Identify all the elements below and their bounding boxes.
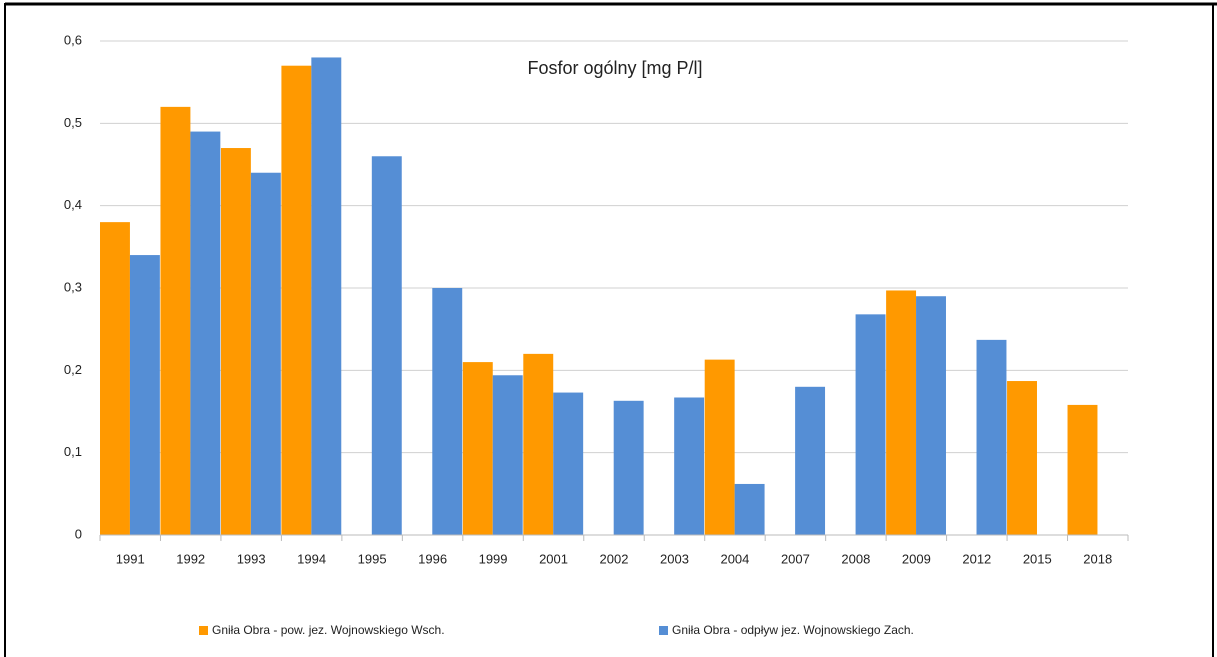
- x-tick-label: 1993: [237, 551, 266, 566]
- bar: [190, 131, 221, 536]
- bar: [916, 296, 946, 535]
- x-tick-label: 1991: [116, 551, 145, 566]
- x-tick-label: 2018: [1083, 551, 1112, 566]
- x-tick-label: 2007: [781, 551, 810, 566]
- x-tick-label: 2002: [600, 551, 629, 566]
- bar: [886, 290, 917, 535]
- chart-title: Fosfor ogólny [mg P/l]: [527, 58, 702, 78]
- bar: [250, 172, 281, 535]
- x-tick-label: 1999: [479, 551, 508, 566]
- x-tick-label: 2004: [720, 551, 749, 566]
- bar: [100, 222, 130, 535]
- y-tick-label: 0,1: [64, 444, 82, 459]
- bar: [674, 397, 705, 535]
- x-tick-label: 1996: [418, 551, 447, 566]
- x-tick-label: 2003: [660, 551, 689, 566]
- bar: [129, 255, 160, 536]
- bar: [281, 65, 312, 535]
- bar: [855, 314, 886, 535]
- bar: [432, 288, 463, 535]
- y-tick-label: 0,6: [64, 32, 82, 47]
- bar: [734, 483, 765, 535]
- x-tick-label: 1994: [297, 551, 326, 566]
- legend-swatch: [659, 626, 668, 635]
- y-tick-label: 0,2: [64, 362, 82, 377]
- y-tick-label: 0,5: [64, 115, 82, 130]
- x-tick-label: 2012: [962, 551, 991, 566]
- bar: [613, 400, 644, 535]
- y-tick-label: 0,3: [64, 279, 82, 294]
- y-tick-label: 0: [75, 526, 82, 541]
- bar: [462, 362, 493, 535]
- y-tick-label: 0,4: [64, 197, 82, 212]
- bar: [220, 148, 251, 536]
- bar: [492, 375, 523, 535]
- bar: [160, 106, 191, 535]
- legend-label: Gniła Obra - pow. jez. Wojnowskiego Wsch…: [212, 623, 445, 637]
- legend-swatch: [199, 626, 208, 635]
- bar: [523, 353, 554, 535]
- x-tick-label: 1992: [176, 551, 205, 566]
- bar: [704, 359, 735, 535]
- bar: [553, 392, 584, 535]
- x-tick-label: 1995: [358, 551, 387, 566]
- x-tick-label: 2015: [1023, 551, 1052, 566]
- bar: [1067, 404, 1098, 535]
- x-tick-label: 2009: [902, 551, 931, 566]
- x-tick-label: 2008: [841, 551, 870, 566]
- bar: [795, 386, 826, 535]
- legend-label: Gniła Obra - odpływ jez. Wojnowskiego Za…: [672, 623, 914, 637]
- x-tick-label: 2001: [539, 551, 568, 566]
- bar: [311, 57, 342, 535]
- bar: [976, 339, 1007, 535]
- bar: [1007, 381, 1037, 535]
- bar: [371, 156, 402, 535]
